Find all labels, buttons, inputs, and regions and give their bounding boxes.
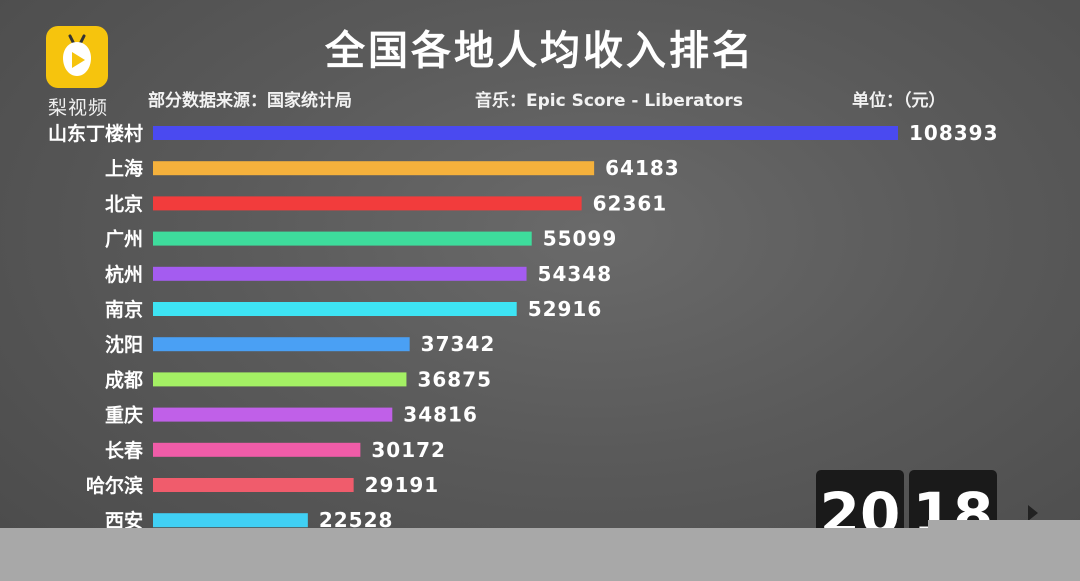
bar <box>153 266 527 281</box>
bar <box>153 513 308 528</box>
bottom-overlay-bar <box>0 528 1080 581</box>
category-label: 北京 <box>105 192 143 215</box>
category-label: 长春 <box>105 439 143 462</box>
bar <box>153 478 354 492</box>
value-label: 52916 <box>528 297 603 321</box>
bar <box>153 337 410 352</box>
bar <box>153 196 582 211</box>
category-label: 哈尔滨 <box>86 474 143 497</box>
value-label: 108393 <box>909 121 999 145</box>
pear-play-icon <box>63 34 91 76</box>
value-label: 34816 <box>403 403 478 427</box>
brand-name: 梨视频 <box>47 97 108 119</box>
value-label: 62361 <box>593 191 668 215</box>
music-credit-label: 音乐：Epic Score - Liberators <box>475 91 743 111</box>
category-label: 南京 <box>105 298 143 321</box>
value-label: 29191 <box>365 473 440 497</box>
category-label: 广州 <box>105 228 143 251</box>
brand-logo <box>46 26 108 88</box>
category-label: 重庆 <box>105 404 143 427</box>
category-label: 沈阳 <box>105 333 143 356</box>
category-label: 杭州 <box>105 263 143 286</box>
category-label: 山东丁楼村 <box>48 122 143 145</box>
bar <box>153 372 407 387</box>
category-label: 成都 <box>105 368 143 391</box>
bar <box>153 442 361 457</box>
category-label: 上海 <box>105 157 143 180</box>
value-label: 37342 <box>421 332 496 356</box>
bottom-overlay-notch <box>928 520 1080 528</box>
bar <box>153 407 393 422</box>
data-source-label: 部分数据来源：国家统计局 <box>148 91 352 111</box>
bar-chart: 山东丁楼村 108393 上海 64183 北京 62361 广州 55099 杭州 54348 南… <box>48 121 999 528</box>
value-label: 30172 <box>371 438 446 462</box>
bar <box>153 302 517 316</box>
category-label: 西安 <box>105 509 143 528</box>
play-arrow-icon <box>1028 505 1038 521</box>
value-label: 55099 <box>543 227 618 251</box>
value-label: 22528 <box>319 508 394 528</box>
bar <box>153 161 595 176</box>
chart-title: 全国各地人均收入排名 <box>325 28 755 74</box>
value-label: 36875 <box>417 367 492 391</box>
value-label: 54348 <box>538 262 613 286</box>
bar <box>153 231 532 246</box>
bar <box>153 126 898 140</box>
value-label: 64183 <box>605 156 680 180</box>
unit-label: 单位：（元） <box>852 91 946 111</box>
